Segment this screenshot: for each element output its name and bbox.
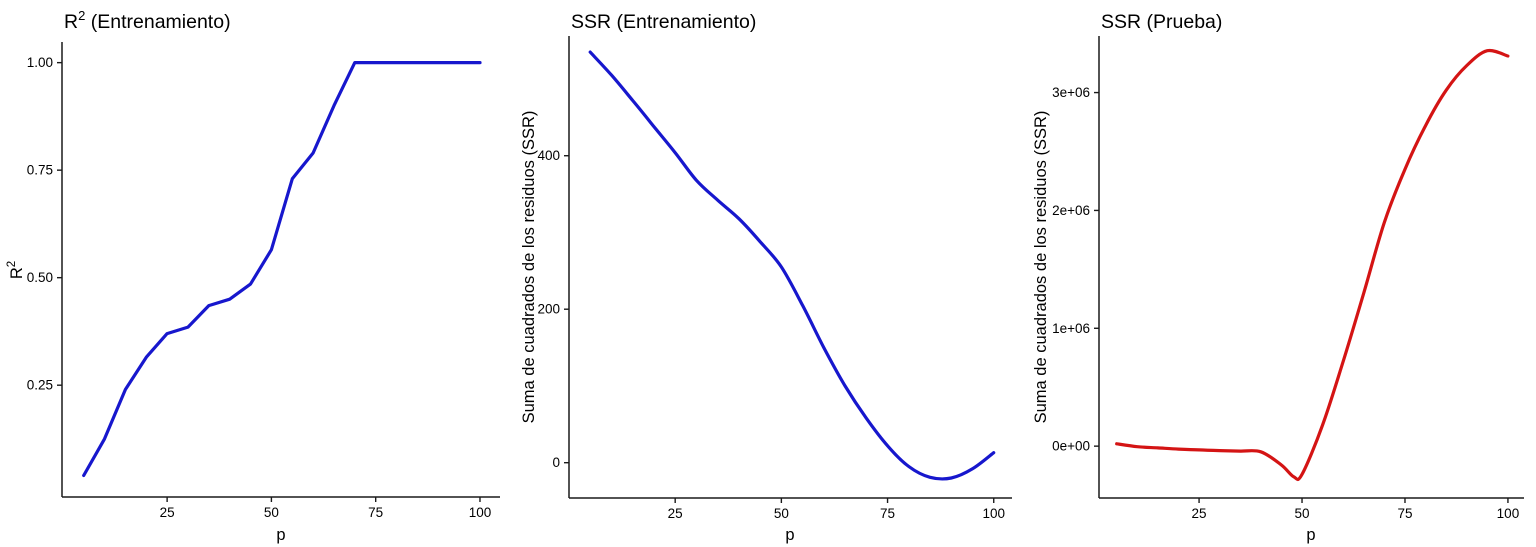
y-tick-label: 0e+00 — [1052, 439, 1090, 454]
x-tick-label: 50 — [1295, 506, 1310, 521]
x-tick-label: 100 — [1497, 506, 1520, 521]
x-tick-label: 50 — [264, 505, 279, 520]
y-tick-label: 400 — [537, 148, 560, 163]
x-tick-label: 75 — [368, 505, 383, 520]
y-axis-title-base: Suma de cuadrados de los residuos (SSR) — [1032, 111, 1050, 424]
plot-area: 25 50 75 100 0 200 400 — [537, 36, 1012, 521]
y-tick-label: 0 — [552, 455, 560, 470]
y-tick-label: 0.25 — [27, 378, 53, 393]
x-axis-title: p — [276, 526, 285, 544]
y-tick-label: 2e+06 — [1052, 203, 1090, 218]
series-line — [1115, 48, 1510, 482]
chart-title-base: SSR (Entrenamiento) — [571, 11, 756, 33]
y-axis-title-superscript: 2 — [6, 261, 18, 267]
y-tick-label: 200 — [537, 302, 560, 317]
chart-panel-r2-entrenamiento: R2 (Entrenamiento) R2 p 25 50 75 100 0.25 0.5… — [0, 0, 512, 547]
chart-title-base: R — [64, 11, 78, 33]
y-tick-label: 0.50 — [27, 270, 53, 285]
chart-title-superscript: 2 — [78, 8, 85, 23]
x-tick-label: 100 — [469, 505, 492, 520]
chart-title: R2 (Entrenamiento) — [64, 8, 231, 33]
y-axis-title: Suma de cuadrados de los residuos (SSR) — [1032, 111, 1050, 424]
y-axis-title-base: R — [8, 267, 26, 279]
series-line — [588, 50, 996, 481]
y-axis-title: Suma de cuadrados de los residuos (SSR) — [520, 111, 538, 424]
chart-panel-ssr-entrenamiento: SSR (Entrenamiento) Suma de cuadrados de… — [512, 0, 1024, 547]
y-axis-title: R2 — [6, 261, 26, 279]
chart-title: SSR (Entrenamiento) — [571, 11, 756, 33]
chart-title-base: SSR (Prueba) — [1101, 11, 1222, 33]
chart-panel-ssr-prueba: SSR (Prueba) Suma de cuadrados de los re… — [1024, 0, 1536, 547]
y-tick-label: 3e+06 — [1052, 85, 1090, 100]
y-tick-label: 1e+06 — [1052, 321, 1090, 336]
x-tick-label: 100 — [982, 506, 1005, 521]
x-axis-title: p — [1306, 526, 1315, 544]
y-tick-label: 1.00 — [27, 55, 53, 70]
x-axis-title: p — [785, 526, 794, 544]
plot-area: 25 50 75 100 0e+00 1e+06 2e+06 3e+06 — [1052, 36, 1524, 521]
x-tick-label: 25 — [1192, 506, 1207, 521]
y-tick-label: 0.75 — [27, 163, 53, 178]
chart-title: SSR (Prueba) — [1101, 11, 1222, 33]
plot-area: 25 50 75 100 0.25 0.50 0.75 1.00 — [27, 42, 500, 520]
x-tick-label: 75 — [880, 506, 895, 521]
x-tick-label: 25 — [668, 506, 683, 521]
chart-title-rest: (Entrenamiento) — [85, 11, 230, 33]
y-axis-title-base: Suma de cuadrados de los residuos (SSR) — [520, 111, 538, 424]
x-tick-label: 25 — [160, 505, 175, 520]
series-line — [82, 61, 482, 478]
x-tick-label: 75 — [1397, 506, 1412, 521]
x-tick-label: 50 — [774, 506, 789, 521]
